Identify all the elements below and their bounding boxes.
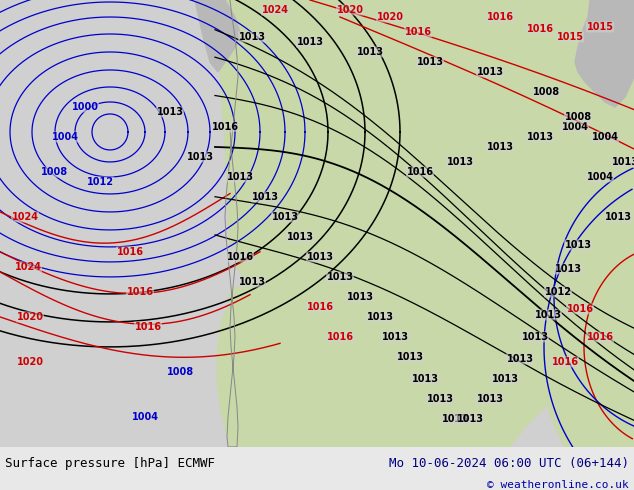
Text: 1013: 1013 bbox=[446, 157, 474, 167]
Text: 1016: 1016 bbox=[567, 304, 593, 314]
Text: 1013: 1013 bbox=[411, 374, 439, 384]
Text: 1004: 1004 bbox=[562, 122, 588, 132]
Text: 1013: 1013 bbox=[486, 142, 514, 152]
Text: 1013: 1013 bbox=[417, 57, 444, 67]
Text: 1015: 1015 bbox=[557, 32, 583, 42]
Polygon shape bbox=[0, 0, 634, 447]
Text: © weatheronline.co.uk: © weatheronline.co.uk bbox=[487, 480, 629, 490]
Text: 1013: 1013 bbox=[238, 32, 266, 42]
Text: 1013: 1013 bbox=[441, 414, 469, 424]
Text: 1013: 1013 bbox=[287, 232, 313, 242]
Polygon shape bbox=[200, 0, 634, 447]
Text: 1016: 1016 bbox=[306, 302, 333, 312]
Polygon shape bbox=[195, 0, 634, 447]
Text: 1013: 1013 bbox=[604, 212, 631, 222]
Text: 1016: 1016 bbox=[406, 167, 434, 177]
Text: 1016: 1016 bbox=[134, 322, 162, 332]
Text: 1013: 1013 bbox=[477, 67, 503, 77]
Text: 1004: 1004 bbox=[131, 412, 158, 422]
Text: 1020: 1020 bbox=[337, 5, 363, 15]
Text: 1013: 1013 bbox=[382, 332, 408, 342]
Text: 1004: 1004 bbox=[592, 132, 619, 142]
Text: 1013: 1013 bbox=[306, 252, 333, 262]
Polygon shape bbox=[195, 0, 240, 72]
Text: 1016: 1016 bbox=[117, 247, 143, 257]
Text: 1016: 1016 bbox=[552, 357, 578, 367]
Text: 1013: 1013 bbox=[491, 374, 519, 384]
Text: 1013: 1013 bbox=[271, 212, 299, 222]
Text: 1004: 1004 bbox=[51, 132, 79, 142]
Text: 1008: 1008 bbox=[167, 367, 193, 377]
Text: Surface pressure [hPa] ECMWF: Surface pressure [hPa] ECMWF bbox=[5, 457, 215, 470]
Text: Mo 10-06-2024 06:00 UTC (06+144): Mo 10-06-2024 06:00 UTC (06+144) bbox=[389, 457, 629, 470]
Text: 1013: 1013 bbox=[564, 240, 592, 250]
Text: 1016: 1016 bbox=[526, 24, 553, 34]
Polygon shape bbox=[575, 0, 634, 107]
Text: 1016: 1016 bbox=[127, 287, 153, 297]
Text: 1013: 1013 bbox=[456, 414, 484, 424]
Text: 1013: 1013 bbox=[522, 332, 548, 342]
Text: 1013: 1013 bbox=[534, 310, 562, 320]
Text: 1024: 1024 bbox=[261, 5, 288, 15]
Text: 1016: 1016 bbox=[327, 332, 354, 342]
Text: 1013: 1013 bbox=[356, 47, 384, 57]
Text: 1020: 1020 bbox=[16, 357, 44, 367]
Text: 1008: 1008 bbox=[533, 87, 560, 97]
Text: 1015: 1015 bbox=[586, 22, 614, 32]
Text: 1013: 1013 bbox=[238, 277, 266, 287]
Text: 1008: 1008 bbox=[564, 112, 592, 122]
Text: 1013: 1013 bbox=[396, 352, 424, 362]
Text: 1016: 1016 bbox=[404, 27, 432, 37]
Text: 1024: 1024 bbox=[11, 212, 39, 222]
Text: 1020: 1020 bbox=[16, 312, 44, 322]
Text: 1016: 1016 bbox=[226, 252, 254, 262]
Text: 1004: 1004 bbox=[586, 172, 614, 182]
Text: 1024: 1024 bbox=[15, 262, 41, 272]
Text: 1013: 1013 bbox=[347, 292, 373, 302]
Text: 1013: 1013 bbox=[507, 354, 533, 364]
Text: 1013: 1013 bbox=[186, 152, 214, 162]
Text: 1016: 1016 bbox=[486, 12, 514, 22]
Text: 1013: 1013 bbox=[612, 157, 634, 167]
Text: 1012: 1012 bbox=[545, 287, 571, 297]
Text: 1013: 1013 bbox=[226, 172, 254, 182]
Text: 1013: 1013 bbox=[327, 272, 354, 282]
Text: 1013: 1013 bbox=[252, 192, 278, 202]
Text: 1016: 1016 bbox=[586, 332, 614, 342]
Text: 1000: 1000 bbox=[72, 102, 98, 112]
Text: 1013: 1013 bbox=[555, 264, 581, 274]
Text: 1012: 1012 bbox=[86, 177, 113, 187]
Text: 1013: 1013 bbox=[427, 394, 453, 404]
Text: 1008: 1008 bbox=[41, 167, 68, 177]
Text: 1013: 1013 bbox=[526, 132, 553, 142]
Text: 1020: 1020 bbox=[377, 12, 403, 22]
Text: 1013: 1013 bbox=[297, 37, 323, 47]
Text: 1013: 1013 bbox=[157, 107, 183, 117]
Text: 1013: 1013 bbox=[366, 312, 394, 322]
Text: 1013: 1013 bbox=[477, 394, 503, 404]
Text: 1016: 1016 bbox=[212, 122, 238, 132]
